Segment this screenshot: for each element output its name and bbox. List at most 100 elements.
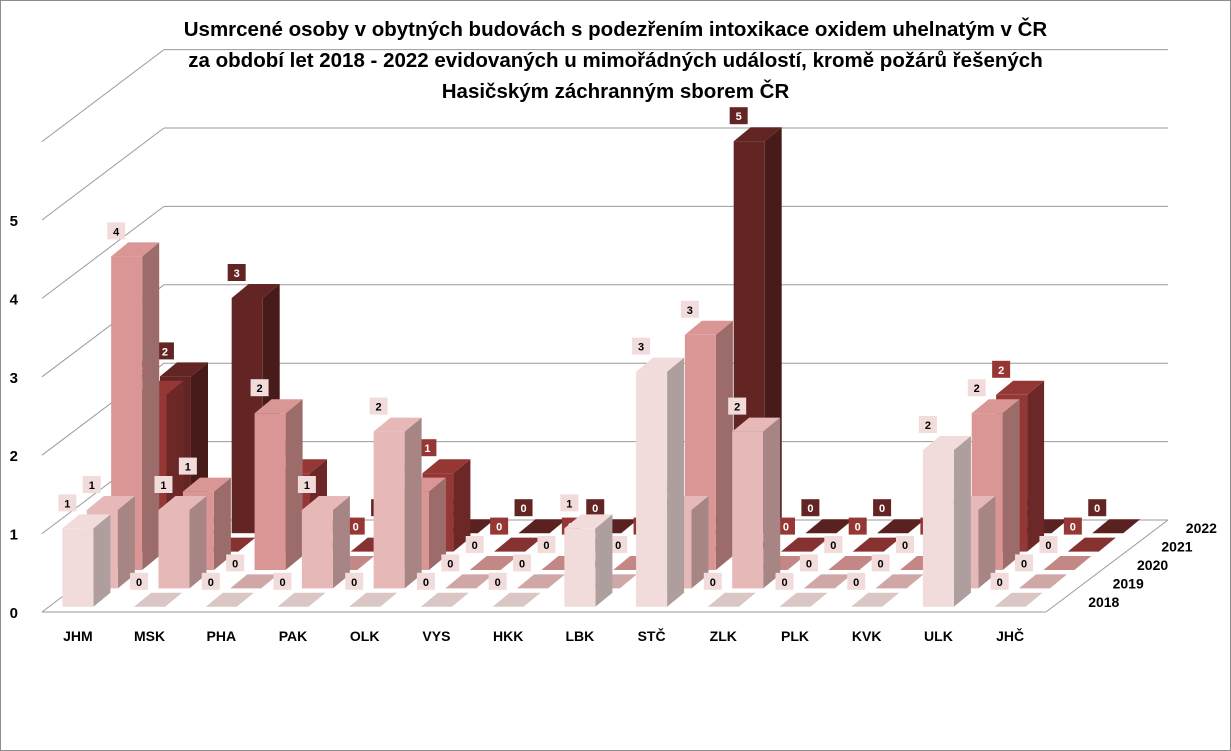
data-label-box bbox=[58, 494, 77, 512]
data-label-box bbox=[441, 554, 460, 572]
data-label: 0 bbox=[853, 577, 859, 589]
data-label: 0 bbox=[423, 577, 429, 589]
data-label-box bbox=[154, 476, 173, 493]
bar-top bbox=[182, 477, 231, 492]
bar-top bbox=[684, 320, 733, 335]
data-label-box bbox=[465, 536, 484, 553]
bar-zero-plate bbox=[779, 592, 828, 607]
data-label: 0 bbox=[279, 577, 285, 589]
bar-2022-VYS: 0 bbox=[514, 499, 567, 534]
bar-side bbox=[142, 242, 160, 570]
bar-2018-MSK: 0 bbox=[130, 572, 183, 607]
chart-title-line-2: za období let 2018 - 2022 evidovaných u … bbox=[188, 49, 1043, 72]
y-tick-label: 0 bbox=[10, 605, 18, 622]
data-label-box bbox=[775, 572, 794, 590]
data-label: 0 bbox=[806, 558, 812, 570]
data-label-box bbox=[250, 379, 269, 397]
bar-side bbox=[667, 357, 685, 607]
bar-zero-plate bbox=[781, 537, 829, 552]
data-label: 0 bbox=[879, 503, 885, 515]
data-label: 3 bbox=[638, 342, 644, 354]
bar-side bbox=[213, 477, 231, 570]
gridline-side bbox=[41, 127, 165, 221]
bar-2021-ZLK: 0 bbox=[776, 517, 829, 552]
bar-front bbox=[922, 450, 954, 607]
data-label: 0 bbox=[472, 540, 478, 552]
data-label-box bbox=[1088, 499, 1107, 517]
bar-2018-PHA: 0 bbox=[201, 572, 254, 607]
x-tick-label: OLK bbox=[350, 628, 380, 644]
series-depth-label: 2020 bbox=[1137, 557, 1168, 573]
data-label: 0 bbox=[208, 577, 214, 589]
bar-top bbox=[158, 496, 207, 510]
bar-2021-PLK: 0 bbox=[848, 517, 901, 552]
data-label-box bbox=[776, 517, 795, 535]
data-label: 0 bbox=[878, 558, 884, 570]
bar-zero-plate bbox=[707, 592, 756, 607]
data-label-box bbox=[871, 554, 890, 572]
bar-2020-PLK: 0 bbox=[824, 536, 877, 570]
bar-top bbox=[160, 362, 208, 377]
bar-top bbox=[732, 417, 781, 432]
series-depth-label: 2022 bbox=[1186, 520, 1217, 536]
bar-2019-JHČ: 0 bbox=[1015, 554, 1067, 589]
x-tick-label: PHA bbox=[207, 628, 237, 644]
data-label: 1 bbox=[566, 498, 572, 510]
bar-top bbox=[422, 459, 471, 474]
bar-2021-JHČ: 0 bbox=[1063, 517, 1116, 552]
y-tick-label: 5 bbox=[10, 213, 18, 230]
series-depth-label: 2021 bbox=[1161, 539, 1192, 555]
data-label: 2 bbox=[925, 420, 931, 432]
x-tick-label: PAK bbox=[279, 628, 308, 644]
bar-top bbox=[231, 284, 280, 298]
data-label: 2 bbox=[376, 402, 382, 414]
data-label-box bbox=[896, 536, 915, 553]
data-label-box bbox=[155, 342, 174, 360]
data-label: 0 bbox=[519, 558, 525, 570]
data-label-box bbox=[703, 572, 722, 590]
bar-zero-plate bbox=[494, 537, 543, 552]
data-label: 0 bbox=[232, 558, 238, 570]
bar-2018-JHM: 1 bbox=[58, 494, 111, 607]
bar-2018-ZLK: 0 bbox=[703, 572, 756, 607]
data-label: 1 bbox=[185, 462, 191, 474]
data-label-box bbox=[273, 572, 292, 590]
data-label-box bbox=[107, 222, 126, 240]
bar-zero-plate bbox=[277, 592, 326, 607]
data-label-box bbox=[586, 499, 605, 517]
bar-side bbox=[715, 320, 733, 570]
y-tick-label: 2 bbox=[10, 448, 18, 465]
data-label-box bbox=[729, 107, 748, 125]
data-label: 0 bbox=[1094, 503, 1100, 515]
bar-zero-plate bbox=[1019, 574, 1067, 589]
data-label: 0 bbox=[496, 522, 502, 534]
data-label-box bbox=[537, 536, 556, 553]
bar-2022-ZLK: 0 bbox=[801, 499, 854, 534]
bar-front bbox=[301, 510, 333, 589]
data-label-box bbox=[416, 572, 435, 590]
bar-2019-PAK: 1 bbox=[297, 476, 350, 589]
x-tick-label: KVK bbox=[852, 628, 882, 644]
bar-top bbox=[62, 514, 111, 529]
data-label-box bbox=[918, 416, 937, 433]
x-tick-label: PLK bbox=[781, 628, 809, 644]
chart-title-line-1: Usmrcené osoby v obytných budovách s pod… bbox=[183, 18, 1048, 41]
x-tick-label: VYS bbox=[422, 628, 450, 644]
bar-2020-PHA: 2 bbox=[250, 379, 303, 570]
bar-2018-LBK: 1 bbox=[560, 494, 613, 607]
bar-2019-MSK: 1 bbox=[154, 476, 207, 589]
data-label: 0 bbox=[136, 577, 142, 589]
bar-zero-plate bbox=[469, 556, 518, 570]
bar-2022-PLK: 0 bbox=[873, 499, 926, 534]
bar-side bbox=[1002, 399, 1020, 570]
data-label: 0 bbox=[520, 503, 526, 515]
data-label: 3 bbox=[234, 268, 240, 280]
bar-side bbox=[189, 496, 207, 589]
data-label: 3 bbox=[687, 305, 693, 317]
bar-top bbox=[373, 417, 422, 432]
bar-side bbox=[953, 436, 971, 607]
x-tick-label: LBK bbox=[565, 628, 594, 644]
bar-top bbox=[996, 380, 1045, 395]
data-label-box bbox=[488, 572, 507, 590]
bar-2019-OLK: 2 bbox=[369, 397, 422, 589]
